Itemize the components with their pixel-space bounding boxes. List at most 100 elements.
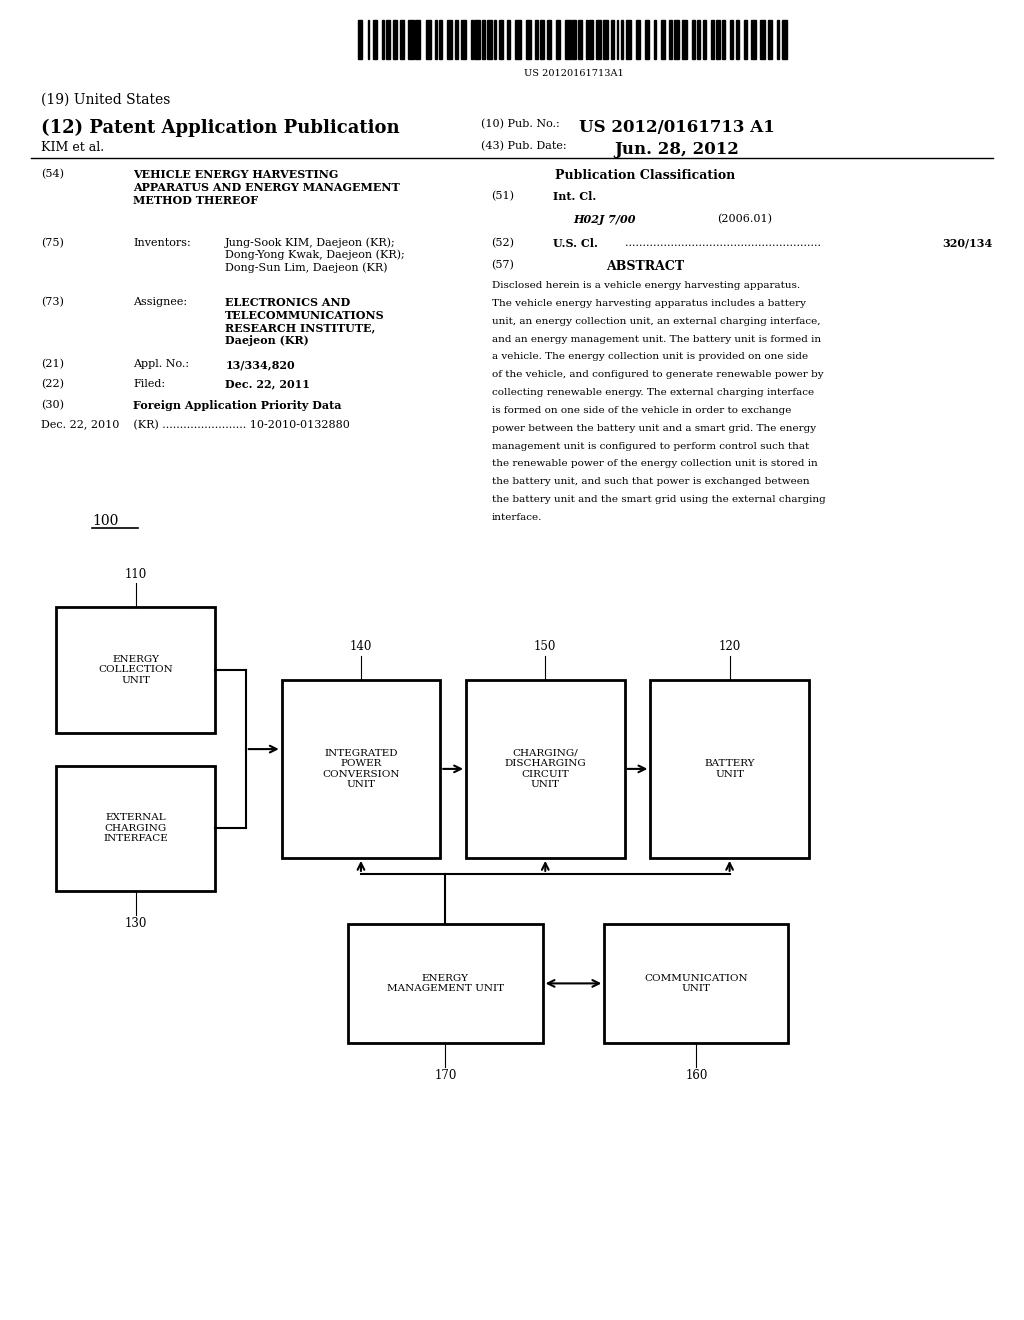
- Bar: [439, 20, 442, 59]
- Bar: [547, 20, 551, 59]
- Bar: [434, 20, 437, 59]
- Bar: [416, 20, 421, 59]
- Text: the battery unit, and such that power is exchanged between: the battery unit, and such that power is…: [492, 477, 809, 486]
- Bar: [525, 20, 530, 59]
- Bar: [669, 20, 672, 59]
- Text: The vehicle energy harvesting apparatus includes a battery: The vehicle energy harvesting apparatus …: [492, 298, 806, 308]
- Bar: [471, 20, 473, 59]
- Text: EXTERNAL
CHARGING
INTERFACE: EXTERNAL CHARGING INTERFACE: [103, 813, 168, 843]
- Text: 13/334,820: 13/334,820: [225, 359, 295, 370]
- Bar: [500, 20, 504, 59]
- Text: management unit is configured to perform control such that: management unit is configured to perform…: [492, 441, 809, 450]
- Text: (51): (51): [492, 191, 514, 202]
- Bar: [604, 924, 788, 1043]
- Bar: [556, 20, 560, 59]
- Text: COMMUNICATION
UNIT: COMMUNICATION UNIT: [644, 974, 749, 993]
- Text: 120: 120: [719, 640, 740, 653]
- Bar: [348, 924, 543, 1043]
- Text: and an energy management unit. The battery unit is formed in: and an energy management unit. The batte…: [492, 334, 820, 343]
- Text: (21): (21): [41, 359, 63, 370]
- Bar: [282, 680, 440, 858]
- Bar: [426, 20, 431, 59]
- Text: (75): (75): [41, 238, 63, 248]
- Text: ABSTRACT: ABSTRACT: [606, 260, 684, 273]
- Bar: [508, 20, 510, 59]
- Text: 130: 130: [125, 917, 146, 931]
- Text: (30): (30): [41, 400, 63, 411]
- Text: (10) Pub. No.:: (10) Pub. No.:: [481, 119, 560, 129]
- Text: 160: 160: [685, 1069, 708, 1082]
- Bar: [760, 20, 765, 59]
- Text: Dec. 22, 2011: Dec. 22, 2011: [225, 379, 310, 389]
- Bar: [703, 20, 706, 59]
- Bar: [751, 20, 756, 59]
- Text: ........................................................: ........................................…: [625, 238, 820, 248]
- Text: Inventors:: Inventors:: [133, 238, 190, 248]
- Bar: [736, 20, 739, 59]
- Text: of the vehicle, and configured to generate renewable power by: of the vehicle, and configured to genera…: [492, 370, 823, 379]
- Bar: [645, 20, 649, 59]
- Bar: [455, 20, 458, 59]
- Text: the renewable power of the energy collection unit is stored in: the renewable power of the energy collec…: [492, 459, 817, 469]
- Bar: [56, 766, 215, 891]
- Text: INTEGRATED
POWER
CONVERSION
UNIT: INTEGRATED POWER CONVERSION UNIT: [323, 748, 399, 789]
- Text: is formed on one side of the vehicle in order to exchange: is formed on one side of the vehicle in …: [492, 407, 791, 414]
- Text: 150: 150: [535, 640, 556, 653]
- Text: ENERGY
MANAGEMENT UNIT: ENERGY MANAGEMENT UNIT: [387, 974, 504, 993]
- Bar: [611, 20, 613, 59]
- Text: Publication Classification: Publication Classification: [555, 169, 735, 182]
- Bar: [636, 20, 640, 59]
- Bar: [697, 20, 700, 59]
- Bar: [494, 20, 496, 59]
- Bar: [358, 20, 362, 59]
- Bar: [616, 20, 618, 59]
- Bar: [723, 20, 725, 59]
- Bar: [482, 20, 485, 59]
- Text: ENERGY
COLLECTION
UNIT: ENERGY COLLECTION UNIT: [98, 655, 173, 685]
- Text: Jun. 28, 2012: Jun. 28, 2012: [614, 141, 739, 158]
- Bar: [603, 20, 608, 59]
- Text: 320/134: 320/134: [942, 238, 992, 248]
- Text: KIM et al.: KIM et al.: [41, 141, 104, 154]
- Bar: [586, 20, 588, 59]
- Bar: [461, 20, 466, 59]
- Bar: [474, 20, 479, 59]
- Text: power between the battery unit and a smart grid. The energy: power between the battery unit and a sma…: [492, 424, 816, 433]
- Bar: [622, 20, 623, 59]
- Text: unit, an energy collection unit, an external charging interface,: unit, an energy collection unit, an exte…: [492, 317, 820, 326]
- Bar: [386, 20, 390, 59]
- Text: (54): (54): [41, 169, 63, 180]
- Bar: [682, 20, 687, 59]
- Bar: [578, 20, 582, 59]
- Bar: [662, 20, 665, 59]
- Text: (43) Pub. Date:: (43) Pub. Date:: [481, 141, 567, 152]
- Bar: [535, 20, 538, 59]
- Text: U.S. Cl.: U.S. Cl.: [553, 238, 598, 248]
- Text: collecting renewable energy. The external charging interface: collecting renewable energy. The externa…: [492, 388, 814, 397]
- Text: 110: 110: [125, 568, 146, 581]
- Text: (73): (73): [41, 297, 63, 308]
- Text: (22): (22): [41, 379, 63, 389]
- Text: US 2012/0161713 A1: US 2012/0161713 A1: [579, 119, 774, 136]
- Text: Dec. 22, 2010    (KR) ........................ 10-2010-0132880: Dec. 22, 2010 (KR) .....................…: [41, 420, 350, 430]
- Bar: [382, 20, 384, 59]
- Text: Appl. No.:: Appl. No.:: [133, 359, 189, 370]
- Bar: [654, 20, 656, 59]
- Bar: [392, 20, 396, 59]
- Bar: [447, 20, 453, 59]
- Bar: [466, 680, 625, 858]
- Bar: [692, 20, 694, 59]
- Text: Assignee:: Assignee:: [133, 297, 187, 308]
- Text: Filed:: Filed:: [133, 379, 165, 389]
- Bar: [777, 20, 779, 59]
- Bar: [368, 20, 370, 59]
- Text: Jung-Sook KIM, Daejeon (KR);
Dong-Yong Kwak, Daejeon (KR);
Dong-Sun Lim, Daejeon: Jung-Sook KIM, Daejeon (KR); Dong-Yong K…: [225, 238, 406, 273]
- Text: interface.: interface.: [492, 512, 542, 521]
- Bar: [541, 20, 545, 59]
- Text: BATTERY
UNIT: BATTERY UNIT: [705, 759, 755, 779]
- Bar: [373, 20, 377, 59]
- Bar: [768, 20, 772, 59]
- Bar: [596, 20, 601, 59]
- Text: Foreign Application Priority Data: Foreign Application Priority Data: [133, 400, 342, 411]
- Text: Disclosed herein is a vehicle energy harvesting apparatus.: Disclosed herein is a vehicle energy har…: [492, 281, 800, 290]
